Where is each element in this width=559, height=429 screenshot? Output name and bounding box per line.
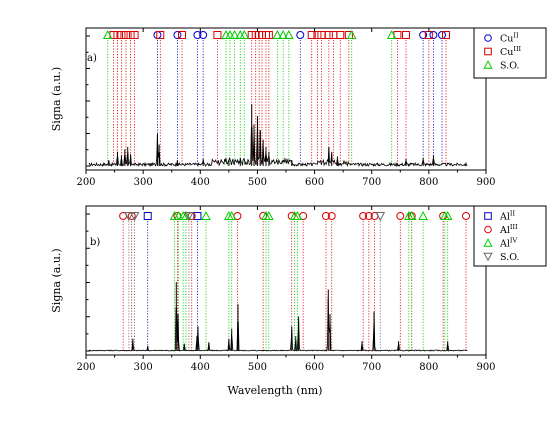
y-axis-label: Signa (a.u.) bbox=[50, 248, 63, 312]
line-symbol-circle bbox=[419, 31, 428, 39]
legend-box bbox=[473, 27, 547, 79]
panel-label: b) bbox=[90, 237, 100, 248]
line-symbol-circle bbox=[396, 212, 405, 220]
line-symbol-square bbox=[264, 31, 273, 39]
line-symbol-triangle-down bbox=[375, 212, 386, 222]
line-symbol-square bbox=[130, 31, 139, 39]
line-symbol-triangle-up bbox=[406, 210, 417, 220]
x-tick-label: 900 bbox=[476, 362, 495, 373]
line-symbol-circle bbox=[173, 31, 182, 39]
legend-entry-label: AlIII bbox=[499, 223, 518, 236]
spectrum-line bbox=[88, 297, 468, 352]
x-tick-label: 800 bbox=[419, 177, 438, 188]
panel-label: a) bbox=[87, 53, 97, 64]
y-axis-label: Signa (a.u.) bbox=[50, 67, 63, 131]
x-tick-label: 400 bbox=[191, 177, 210, 188]
line-symbol-triangle-up bbox=[386, 29, 397, 39]
line-symbol-triangle-down bbox=[129, 212, 140, 222]
x-tick-label: 500 bbox=[248, 362, 267, 373]
panel-b: 200 300 400 500 600 700 800 900 b) Signa (a.u.) Al… bbox=[50, 205, 547, 373]
line-symbol-triangle-up bbox=[229, 29, 240, 39]
line-symbol-triangle-up bbox=[201, 210, 211, 220]
line-symbol-circle bbox=[296, 31, 305, 39]
x-tick-label: 300 bbox=[134, 362, 153, 373]
line-symbol-triangle-up bbox=[102, 29, 113, 39]
x-tick-label: 600 bbox=[305, 177, 324, 188]
line-symbol-square bbox=[336, 31, 345, 39]
legend-symbol-circle bbox=[484, 225, 492, 234]
line-symbol-circle bbox=[429, 31, 438, 39]
legend-entry-label: CuIII bbox=[500, 45, 522, 58]
line-symbol-triangle-down bbox=[124, 212, 134, 222]
line-symbol-triangle-down bbox=[184, 212, 194, 222]
line-symbol-circle bbox=[193, 31, 202, 39]
line-symbol-triangle-up bbox=[239, 29, 250, 39]
line-symbol-triangle-up bbox=[292, 210, 303, 220]
legend-entry-label: S.O. bbox=[500, 61, 519, 72]
legend-symbol-triangle-up bbox=[483, 60, 493, 69]
line-symbol-square bbox=[122, 31, 130, 39]
line-symbol-circle bbox=[462, 212, 470, 220]
spectrum-line bbox=[88, 122, 468, 168]
line-symbol-square bbox=[193, 212, 202, 220]
legend-entry-label: AlIV bbox=[499, 237, 517, 250]
line-symbol-circle bbox=[327, 212, 336, 220]
line-symbol-circle bbox=[322, 212, 330, 220]
x-tick-label: 300 bbox=[134, 177, 153, 188]
x-tick-label: 700 bbox=[362, 177, 381, 188]
line-symbol-triangle-up bbox=[225, 29, 235, 39]
legend-entry-label: S.O. bbox=[500, 252, 519, 263]
line-symbol-triangle-up bbox=[272, 29, 283, 39]
x-tick-label: 800 bbox=[419, 362, 438, 373]
x-tick-label: 600 bbox=[305, 362, 324, 373]
legend-symbol-circle bbox=[484, 34, 492, 42]
legend-symbol-square bbox=[484, 47, 492, 56]
line-symbol-triangle-up bbox=[181, 210, 191, 220]
legend-symbol-triangle-down bbox=[483, 252, 493, 262]
line-symbol-triangle-up bbox=[226, 210, 237, 220]
line-symbol-square bbox=[178, 31, 186, 39]
x-axis-label: Wavelength (nm) bbox=[228, 384, 323, 397]
line-symbol-triangle-up bbox=[442, 210, 453, 220]
x-tick-label: 900 bbox=[476, 177, 495, 188]
line-symbol-triangle-up bbox=[418, 210, 428, 220]
x-tick-label: 500 bbox=[248, 177, 267, 188]
x-tick-label: 700 bbox=[362, 362, 381, 373]
line-symbol-square bbox=[442, 31, 450, 39]
line-symbol-square bbox=[307, 31, 316, 39]
legend-entry-label: AlII bbox=[499, 210, 515, 223]
line-symbol-triangle-up bbox=[284, 29, 294, 39]
line-symbol-triangle-up bbox=[264, 210, 274, 220]
legend-entry-label: CuII bbox=[500, 32, 519, 45]
line-symbol-circle bbox=[359, 212, 368, 220]
legend-symbol-square bbox=[484, 212, 492, 220]
line-symbol-triangle-up bbox=[278, 29, 288, 39]
line-symbol-square bbox=[402, 31, 410, 39]
panel-a: 200 300 400 500 600 700 800 900 a) Signa (a.u.) Cu… bbox=[50, 27, 547, 188]
line-symbol-square bbox=[117, 31, 126, 39]
line-symbol-square bbox=[143, 212, 152, 220]
x-tick-label: 200 bbox=[76, 177, 95, 188]
legend-symbol-triangle-up bbox=[483, 238, 493, 247]
line-symbol-square bbox=[213, 31, 222, 39]
line-symbol-circle bbox=[364, 212, 373, 220]
line-symbol-triangle-up bbox=[173, 210, 184, 220]
line-symbol-circle bbox=[199, 31, 208, 39]
line-symbol-square bbox=[156, 31, 165, 39]
x-tick-label: 400 bbox=[191, 362, 210, 373]
line-symbol-square bbox=[324, 31, 333, 39]
line-symbol-triangle-up bbox=[346, 29, 357, 39]
x-tick-label: 200 bbox=[76, 362, 95, 373]
